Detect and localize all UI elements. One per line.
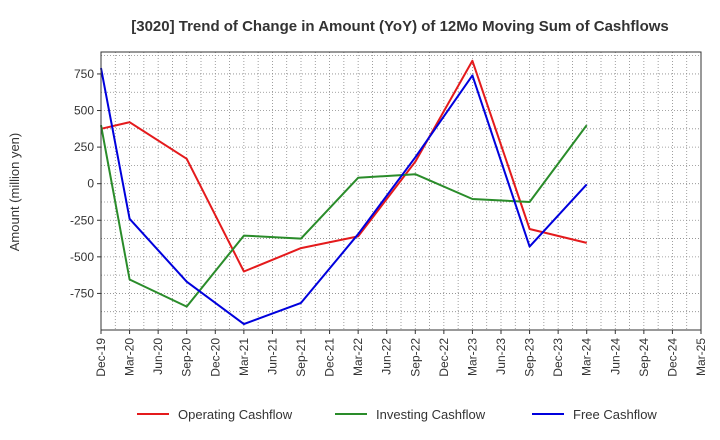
legend-label-3: Free Cashflow xyxy=(573,407,657,422)
grid xyxy=(101,52,701,330)
x-ticks: Dec-19 Mar-20 Jun-20 Sep-20 Dec-20 Mar-21 Jun-… xyxy=(94,330,708,377)
y-axis-label: Amount (million yen) xyxy=(7,133,22,252)
chart-title: [3020] Trend of Change in Amount (YoY) o… xyxy=(131,18,669,35)
x-tick-label: Jun-20 xyxy=(151,338,165,375)
x-tick-label: Mar-23 xyxy=(465,338,479,376)
x-tick-label: Jun-24 xyxy=(608,338,622,375)
series-line-2 xyxy=(100,124,588,308)
x-tick-label: Dec-20 xyxy=(208,338,222,377)
y-tick-label: -750 xyxy=(70,286,94,300)
x-tick-label: Dec-19 xyxy=(94,338,108,377)
series-line-1 xyxy=(100,59,587,273)
y-tick-label: 0 xyxy=(87,177,94,191)
y-tick-label: 500 xyxy=(74,104,94,118)
x-tick-label: Jun-21 xyxy=(265,338,279,375)
x-tick-label: Jun-23 xyxy=(494,338,508,375)
x-tick-label: Mar-21 xyxy=(237,338,251,376)
series-lines xyxy=(100,59,588,326)
x-tick-label: Dec-24 xyxy=(665,338,679,377)
legend: Operating Cashflow Investing Cashflow Free… xyxy=(137,407,657,422)
legend-label-2: Investing Cashflow xyxy=(376,407,486,422)
x-tick-label: Dec-22 xyxy=(437,338,451,377)
x-tick-label: Dec-21 xyxy=(323,338,337,377)
y-tick-label: -500 xyxy=(70,250,94,264)
y-tick-label: -250 xyxy=(70,213,94,227)
x-tick-label: Sep-21 xyxy=(294,338,308,377)
x-tick-label: Sep-23 xyxy=(523,338,537,377)
y-ticks: 750 500 250 0 -250 -500 -750 xyxy=(70,67,101,300)
x-tick-label: Sep-24 xyxy=(637,338,651,377)
series-line-3 xyxy=(100,67,588,326)
x-tick-label: Sep-22 xyxy=(408,338,422,377)
x-tick-label: Sep-20 xyxy=(180,338,194,377)
x-tick-label: Mar-22 xyxy=(351,338,365,376)
x-tick-label: Jun-22 xyxy=(380,338,394,375)
x-tick-label: Mar-25 xyxy=(694,338,708,376)
y-tick-label: 250 xyxy=(74,140,94,154)
y-tick-label: 750 xyxy=(74,67,94,81)
legend-label-1: Operating Cashflow xyxy=(178,407,293,422)
x-tick-label: Mar-20 xyxy=(123,338,137,376)
x-tick-label: Mar-24 xyxy=(580,338,594,376)
plot-frame xyxy=(100,51,702,331)
x-tick-label: Dec-23 xyxy=(551,338,565,377)
